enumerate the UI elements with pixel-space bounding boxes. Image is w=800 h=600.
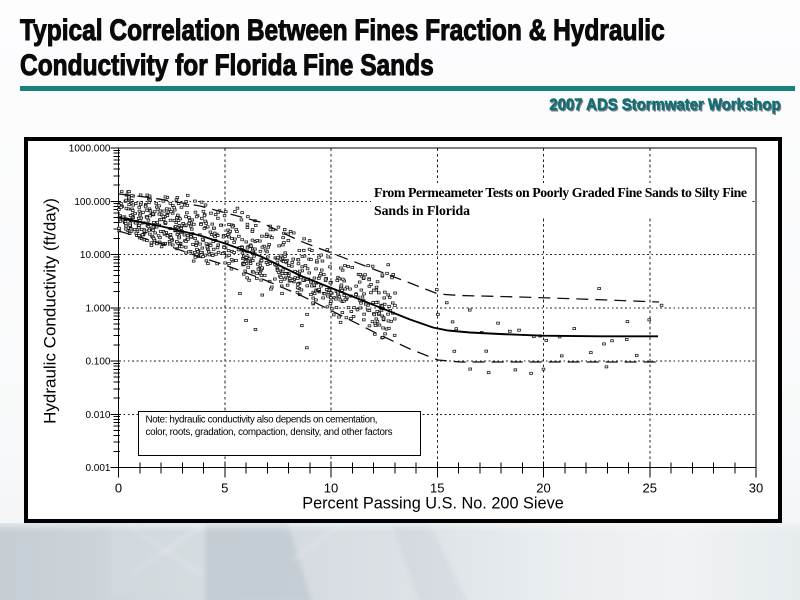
svg-text:1000.000: 1000.000 <box>69 144 111 155</box>
svg-text:1.000: 1.000 <box>85 303 110 314</box>
svg-text:0.010: 0.010 <box>85 410 110 421</box>
svg-text:Sands in Florida: Sands in Florida <box>374 203 470 218</box>
svg-text:Hydraulic Conductivity (ft/day: Hydraulic Conductivity (ft/day) <box>41 198 60 424</box>
svg-text:Note: hydraulic conductivity a: Note: hydraulic conductivity also depend… <box>146 415 378 426</box>
svg-text:5: 5 <box>221 481 228 496</box>
svg-text:0.100: 0.100 <box>85 357 110 368</box>
svg-text:100.000: 100.000 <box>74 197 111 208</box>
svg-text:0: 0 <box>115 481 122 496</box>
svg-text:From Permeameter Tests on Poor: From Permeameter Tests on Poorly Graded … <box>374 185 747 200</box>
svg-text:10.000: 10.000 <box>80 250 111 261</box>
svg-text:20: 20 <box>536 481 550 496</box>
svg-text:Percent Passing U.S. No. 200 S: Percent Passing U.S. No. 200 Sieve <box>302 495 564 513</box>
svg-text:15: 15 <box>430 481 444 496</box>
svg-text:10: 10 <box>324 481 338 496</box>
svg-text:0.001: 0.001 <box>85 463 110 474</box>
svg-text:30: 30 <box>749 481 763 496</box>
svg-text:25: 25 <box>643 481 657 496</box>
svg-text:color, roots, gradation, comp: color, roots, gradation, compaction, den… <box>146 427 393 438</box>
